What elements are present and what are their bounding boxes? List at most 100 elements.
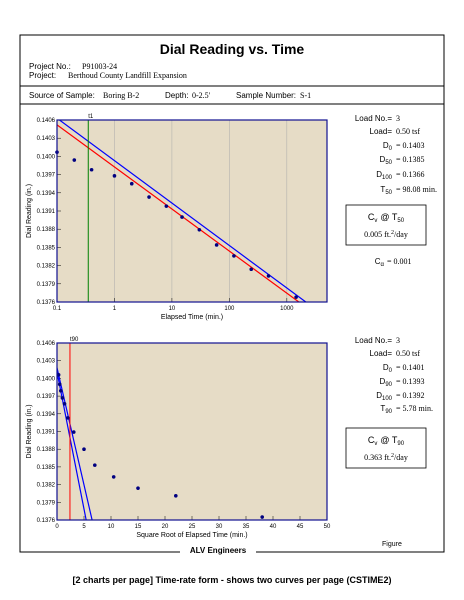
y-tick-label: 0.1376	[37, 518, 56, 524]
calpha-label: Cα	[375, 257, 385, 268]
y-tick-label: 0.1385	[37, 465, 56, 471]
data-point	[180, 215, 184, 219]
data-point	[72, 158, 77, 162]
data-point	[294, 295, 298, 299]
project-no-label: Project No.:	[29, 62, 71, 71]
info-label: D0	[383, 363, 393, 374]
cv-text: @ T	[380, 212, 397, 222]
data-point	[58, 388, 63, 393]
data-point	[147, 195, 151, 199]
cv-sup: 2	[391, 453, 394, 459]
sample-number: S-1	[300, 91, 311, 100]
x-tick-label: 35	[243, 524, 250, 530]
data-point	[89, 167, 94, 172]
x-tick-label: 45	[297, 524, 304, 530]
info-label: Load No.=	[355, 336, 392, 345]
source-label: Source of Sample:	[29, 91, 95, 100]
x-tick-label: 50	[324, 524, 331, 530]
fit-line	[57, 367, 93, 520]
y-tick-label: 0.1379	[37, 282, 56, 288]
y-tick-label: 0.1406	[37, 118, 56, 124]
figure-label: Figure	[382, 541, 402, 548]
cv-box	[345, 204, 427, 246]
plot-area	[57, 343, 327, 520]
y-tick-label: 0.1388	[37, 227, 56, 233]
depth-label: Depth:	[165, 91, 189, 100]
info-sub: 100	[382, 175, 393, 181]
marker-label: t1	[88, 114, 94, 120]
y-tick-label: 0.1391	[37, 209, 56, 215]
x-tick-label: 1000	[280, 306, 294, 312]
data-point	[266, 274, 271, 278]
y-tick-label: 0.1403	[37, 136, 56, 142]
info-sub: 90	[385, 409, 392, 415]
x-tick-label: 15	[135, 524, 142, 530]
info-sub: 50	[385, 160, 392, 166]
data-point	[62, 401, 67, 406]
info-label: Load No.=	[355, 114, 392, 123]
x-tick-label: 25	[189, 524, 196, 530]
info-sub: 0	[389, 368, 393, 374]
y-tick-label: 0.1376	[37, 300, 56, 306]
y-tick-label: 0.1394	[37, 191, 56, 197]
x-tick-label: 10	[169, 306, 176, 312]
cv-unit: /day	[394, 230, 408, 239]
y-tick-label: 0.1397	[37, 173, 56, 179]
info-sub: 50	[385, 190, 392, 196]
info-label: Load=	[370, 127, 393, 136]
number-label: Sample Number:	[236, 91, 296, 100]
info-text: D	[380, 377, 386, 386]
info-sub: 100	[382, 396, 393, 402]
data-point	[174, 494, 178, 498]
data-point	[66, 416, 70, 420]
x-tick-label: 40	[270, 524, 277, 530]
plot-border	[56, 119, 328, 303]
cv-title: Cv @ T50	[368, 212, 405, 224]
y-tick-label: 0.1397	[37, 394, 56, 400]
y-tick-label: 0.1379	[37, 500, 56, 506]
cv-sub: 90	[397, 441, 404, 447]
info-label: D100	[376, 170, 392, 181]
data-point	[82, 447, 86, 452]
info-value: = 0.1403	[396, 141, 425, 150]
info-value: = 0.1366	[396, 170, 425, 179]
cv-sup: 2	[391, 230, 394, 236]
data-point	[232, 254, 236, 258]
depth: 0-2.5'	[192, 91, 211, 100]
title: Dial Reading vs. Time	[160, 41, 305, 57]
cv-sub: v	[374, 441, 377, 447]
info-label: Load=	[370, 349, 393, 358]
cv-value: 0.005 ft.2/day	[364, 230, 408, 239]
y-tick-label: 0.1400	[37, 376, 56, 382]
info-value: 3	[396, 336, 400, 345]
info-text: T	[380, 185, 385, 194]
info-label: D100	[376, 391, 392, 402]
data-point	[249, 267, 254, 272]
footer-bg	[180, 547, 256, 557]
cv-text: @ T	[380, 435, 397, 445]
info-text: Load=	[370, 127, 393, 136]
caption: [2 charts per page] Time-rate form - sho…	[73, 575, 392, 585]
y-tick-label: 0.1388	[37, 447, 56, 453]
marker-label: t90	[70, 337, 79, 343]
info-value: = 98.08 min.	[396, 185, 437, 194]
info-text: Load No.=	[355, 114, 392, 123]
info-value: = 0.1385	[396, 155, 425, 164]
data-point	[164, 204, 169, 208]
y-tick-label: 0.1382	[37, 483, 56, 489]
info-text: D	[380, 155, 386, 164]
info-text: Load No.=	[355, 336, 392, 345]
cv-sub: v	[374, 218, 377, 224]
y-axis-label: Dial Reading (in.)	[26, 184, 33, 238]
info-value: 0.50 tsf	[396, 349, 420, 358]
y-tick-label: 0.1385	[37, 245, 56, 251]
plot-area	[57, 120, 327, 302]
source: Boring B-2	[103, 91, 139, 100]
footer: ALV Engineers	[190, 546, 247, 555]
x-tick-label: 30	[216, 524, 223, 530]
y-tick-label: 0.1400	[37, 154, 56, 160]
info-text: D	[383, 141, 389, 150]
info-value: = 0.1393	[396, 377, 425, 386]
calpha-text: C	[375, 257, 381, 266]
y-tick-label: 0.1406	[37, 341, 56, 347]
